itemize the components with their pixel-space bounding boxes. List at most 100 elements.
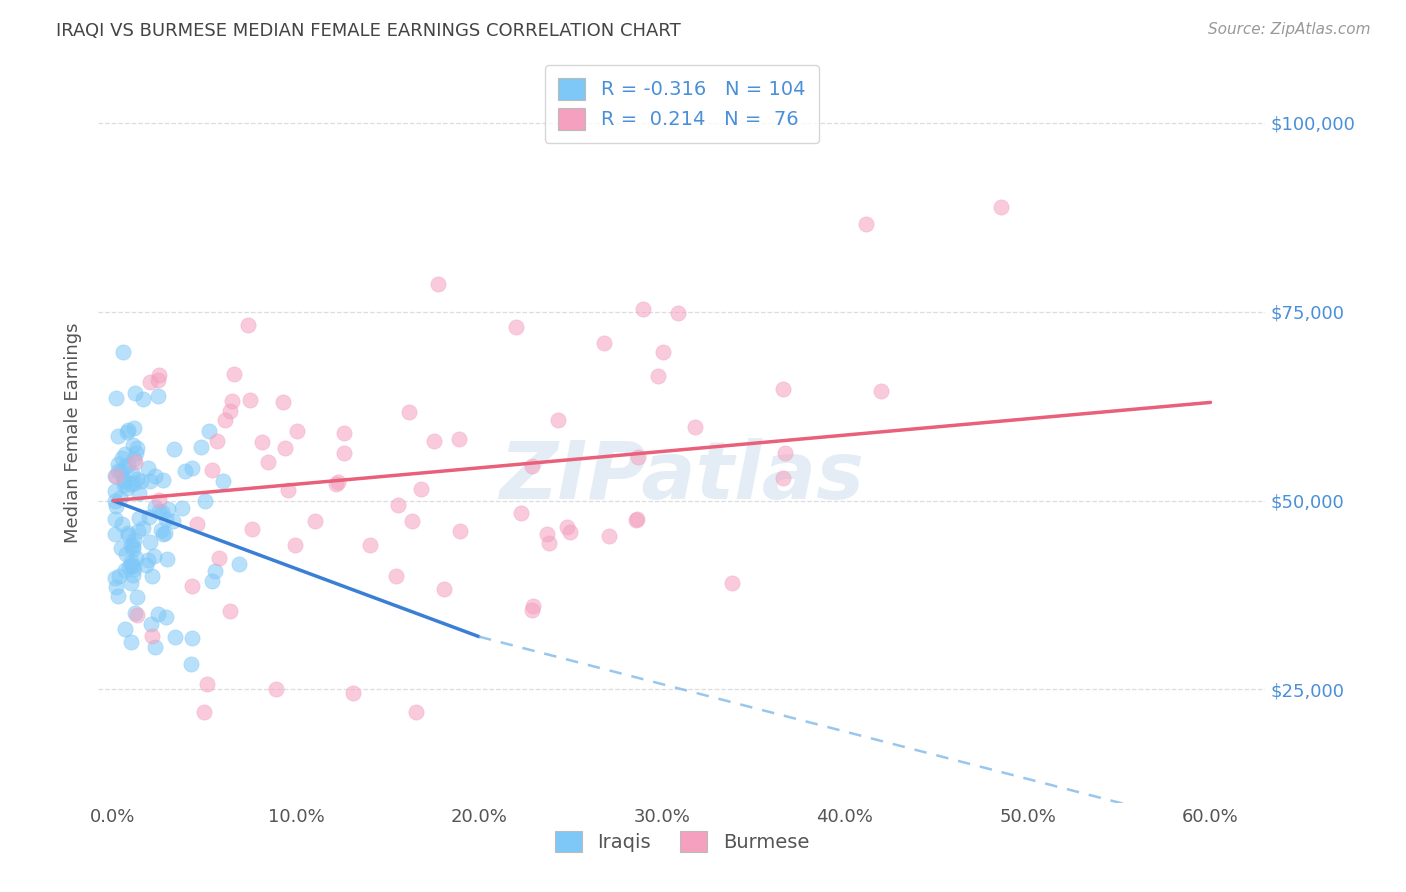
Point [411,482,433,496]
Point [181,631,204,645]
Point [773,446,796,460]
Point [107,464,129,478]
Point [120,575,142,590]
Point [107,458,129,472]
Point [112,473,135,487]
Point [285,424,308,438]
Point [212,474,235,488]
Point [114,459,136,474]
Point [120,477,142,491]
Point [117,525,139,540]
Point [148,504,170,518]
Point [107,590,129,604]
Point [135,558,157,573]
Point [114,447,136,461]
Point [105,580,128,594]
Point [120,538,142,552]
Point [110,541,132,556]
Point [271,395,294,409]
Point [122,475,145,490]
Point [152,473,174,487]
Point [112,478,135,492]
Point [124,455,146,469]
Point [218,604,240,618]
Point [121,558,143,573]
Point [124,421,146,435]
Point [120,635,142,649]
Point [194,494,217,508]
Point [117,458,139,472]
Point [204,564,226,578]
Point [127,441,149,455]
Point [148,373,170,387]
Text: Source: ZipAtlas.com: Source: ZipAtlas.com [1208,22,1371,37]
Point [195,677,218,691]
Point [772,382,794,396]
Point [385,569,408,583]
Point [538,535,561,549]
Point [186,517,208,532]
Point [180,579,202,593]
Point [104,483,127,498]
Point [104,469,127,483]
Point [128,511,150,525]
Point [990,200,1012,214]
Point [627,450,650,465]
Point [165,630,187,644]
Point [152,527,174,541]
Point [143,640,166,655]
Point [197,425,219,439]
Point [284,538,307,552]
Point [108,491,131,505]
Point [190,440,212,454]
Point [117,528,139,542]
Point [138,510,160,524]
Point [104,512,127,526]
Point [869,384,891,398]
Point [250,435,273,450]
Point [124,562,146,576]
Point [239,393,262,408]
Point [555,520,578,534]
Point [141,629,163,643]
Point [683,420,706,434]
Legend: Iraqis, Burmese: Iraqis, Burmese [547,823,817,860]
Point [668,306,690,320]
Point [122,452,145,467]
Point [125,550,148,565]
Point [447,433,470,447]
Point [274,442,297,456]
Point [117,424,139,438]
Point [150,505,173,519]
Point [114,622,136,636]
Point [104,391,127,405]
Point [112,345,135,359]
Point [720,575,742,590]
Point [626,513,648,527]
Point [427,277,450,292]
Point [121,466,143,480]
Point [520,458,543,473]
Point [256,454,278,468]
Point [150,523,173,537]
Point [163,442,186,456]
Point [121,542,143,557]
Point [228,557,250,571]
Point [122,567,145,582]
Point [631,302,654,317]
Point [626,512,648,526]
Point [598,529,620,543]
Point [208,550,231,565]
Point [647,369,669,384]
Point [136,553,159,567]
Point [125,446,148,460]
Point [505,320,527,334]
Point [120,554,142,568]
Point [104,493,127,508]
Point [127,590,149,604]
Point [148,492,170,507]
Point [170,501,193,516]
Point [558,525,581,540]
Y-axis label: Median Female Earnings: Median Female Earnings [65,322,83,543]
Point [433,582,456,596]
